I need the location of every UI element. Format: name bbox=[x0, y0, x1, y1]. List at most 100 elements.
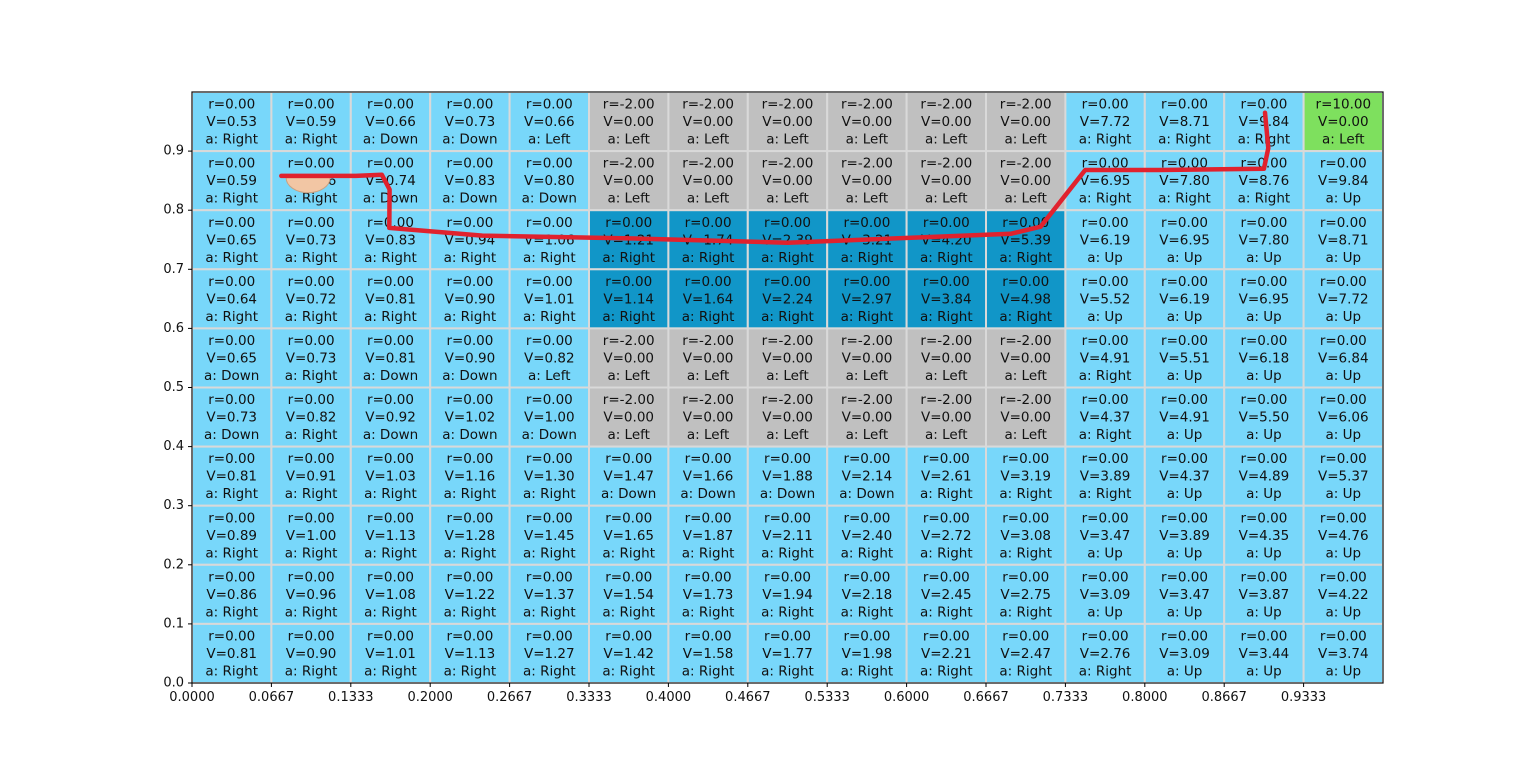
cell-reward-label: r=-2.00 bbox=[762, 392, 814, 408]
grid-cell: r=0.00V=7.80 a: Up bbox=[1223, 209, 1305, 271]
cell-action-label: a: Up bbox=[1326, 250, 1362, 266]
cell-reward-label: r=0.00 bbox=[367, 274, 414, 290]
grid-cell: r=0.00 V=3.44a: Up bbox=[1223, 622, 1305, 685]
grid-cell: r=0.00 V=1.42a: Right bbox=[588, 622, 670, 685]
grid-cell: r=-2.00V=0.00a: Left bbox=[985, 386, 1067, 448]
cell-value-label: V=1.27 bbox=[524, 646, 575, 662]
cell-value-label: V=0.82 bbox=[524, 350, 575, 366]
cell-background bbox=[1143, 622, 1226, 685]
grid-cell: r=0.00V=0.65 a: Right bbox=[191, 209, 273, 271]
agent-marker bbox=[285, 177, 331, 194]
cell-action-label: a: Right bbox=[285, 604, 338, 620]
cell-reward-label: r=0.00 bbox=[1320, 215, 1367, 231]
cell-value-label: V=1.94 bbox=[762, 587, 813, 603]
cell-reward-label: r=0.00 bbox=[923, 510, 970, 526]
cell-value-label: V=3.89 bbox=[1159, 528, 1210, 544]
cell-action-label: a: Right bbox=[761, 663, 814, 679]
trajectory-layer bbox=[279, 110, 1271, 245]
cell-value-label: V=0.91 bbox=[286, 469, 337, 485]
grid-cell: r=0.00 V=3.89a: Right bbox=[1064, 445, 1146, 507]
cell-reward-label: r=0.00 bbox=[1002, 628, 1049, 644]
cell-background bbox=[1143, 445, 1226, 507]
x-tick-label: 0.0667 bbox=[249, 690, 295, 705]
cell-action-label: a: Down bbox=[204, 368, 259, 384]
cell-action-label: a: Right bbox=[285, 368, 338, 384]
cell-reward-label: r=0.00 bbox=[923, 274, 970, 290]
cell-background bbox=[349, 563, 432, 625]
cell-action-label: a: Right bbox=[285, 132, 338, 148]
cell-reward-label: r=0.00 bbox=[367, 97, 414, 113]
cell-action-label: a: Right bbox=[1079, 486, 1132, 502]
cell-action-label: a: Left bbox=[766, 427, 809, 443]
cell-value-label: V=2.40 bbox=[842, 528, 893, 544]
cell-action-label: a: Left bbox=[528, 368, 571, 384]
cell-background bbox=[1223, 622, 1305, 685]
cell-reward-label: r=0.00 bbox=[685, 628, 732, 644]
cell-value-label: V=0.00 bbox=[762, 173, 813, 189]
cell-value-label: V=0.80 bbox=[524, 173, 575, 189]
cell-action-label: a: Right bbox=[205, 191, 258, 207]
cell-value-label: V=0.00 bbox=[683, 410, 734, 426]
grid-cell: r=0.00 V=4.89a: Up bbox=[1223, 445, 1305, 507]
cell-value-label: V=1.03 bbox=[365, 469, 416, 485]
cell-action-label: a: Right bbox=[285, 191, 338, 207]
cell-action-label: a: Down bbox=[680, 486, 735, 502]
cell-action-label: a: Up bbox=[1167, 545, 1203, 561]
cell-action-label: a: Up bbox=[1167, 368, 1203, 384]
grid-cell: r=0.00 V=1.47a: Down bbox=[588, 445, 670, 507]
cell-value-label: V=1.64 bbox=[683, 291, 734, 307]
cell-value-label: V=0.90 bbox=[445, 350, 496, 366]
cell-reward-label: r=-2.00 bbox=[603, 333, 655, 349]
cell-reward-label: r=0.00 bbox=[764, 215, 811, 231]
x-tick-label: 0.0000 bbox=[169, 690, 215, 705]
cell-value-label: V=0.66 bbox=[524, 114, 575, 130]
grid-cell: r=-2.00V=0.00a: Left bbox=[826, 327, 908, 389]
cell-reward-label: r=0.00 bbox=[526, 451, 573, 467]
cell-reward-label: r=-2.00 bbox=[920, 392, 972, 408]
grid-cell: r=0.00V=1.14 a: Right bbox=[588, 268, 670, 330]
grid-cell: r=0.00 V=2.72a: Right bbox=[905, 504, 987, 566]
cell-value-label: V=0.73 bbox=[445, 114, 496, 130]
cell-value-label: V=0.00 bbox=[1318, 114, 1369, 130]
cell-reward-label: r=0.00 bbox=[288, 510, 335, 526]
cell-reward-label: r=-2.00 bbox=[1000, 333, 1052, 349]
grid-cell: r=0.00V=9.84 a: Up bbox=[1302, 150, 1384, 212]
cell-action-label: a: Right bbox=[999, 250, 1052, 266]
cell-value-label: V=1.13 bbox=[445, 646, 496, 662]
cell-reward-label: r=0.00 bbox=[446, 392, 493, 408]
cell-background bbox=[191, 268, 273, 330]
cell-action-label: a: Right bbox=[1079, 132, 1132, 148]
cell-reward-label: r=0.00 bbox=[1161, 628, 1208, 644]
cell-reward-label: r=0.00 bbox=[288, 333, 335, 349]
cell-reward-label: r=0.00 bbox=[1240, 392, 1287, 408]
grid-cell: r=0.00 V=6.06a: Up bbox=[1302, 386, 1384, 448]
grid-cell: r=0.00 V=1.22a: Right bbox=[429, 563, 511, 625]
cell-action-label: a: Right bbox=[682, 663, 735, 679]
cell-reward-label: r=0.00 bbox=[1320, 392, 1367, 408]
cell-action-label: a: Down bbox=[522, 191, 577, 207]
cell-value-label: V=0.00 bbox=[683, 114, 734, 130]
cell-action-label: a: Down bbox=[442, 368, 497, 384]
grid-cell: r=0.00V=0.90 a: Right bbox=[429, 268, 511, 330]
cell-value-label: V=6.95 bbox=[1239, 291, 1290, 307]
grid-cell: r=0.00 V=2.21a: Right bbox=[905, 622, 987, 685]
cell-background bbox=[588, 327, 670, 389]
cell-background bbox=[905, 504, 987, 566]
cell-action-label: a: Right bbox=[285, 663, 338, 679]
cell-reward-label: r=0.00 bbox=[1320, 274, 1367, 290]
grid-cell: r=0.00V=0.53 a: Right bbox=[191, 91, 273, 153]
grid-cell: r=0.00V=5.51 a: Up bbox=[1143, 327, 1226, 389]
grid-cell: r=-2.00V=0.00a: Left bbox=[826, 150, 908, 212]
cell-action-label: a: Up bbox=[1167, 309, 1203, 325]
cell-action-label: a: Right bbox=[444, 309, 497, 325]
cell-reward-label: r=0.00 bbox=[446, 156, 493, 172]
cell-action-label: a: Down bbox=[363, 427, 418, 443]
cell-value-label: V=0.00 bbox=[842, 350, 893, 366]
cell-background bbox=[1143, 386, 1226, 448]
cell-reward-label: r=0.00 bbox=[685, 215, 732, 231]
cell-reward-label: r=0.00 bbox=[1240, 510, 1287, 526]
cell-action-label: a: Right bbox=[523, 250, 576, 266]
cell-reward-label: r=0.00 bbox=[1320, 156, 1367, 172]
cell-value-label: V=2.14 bbox=[842, 469, 893, 485]
cell-value-label: V=2.45 bbox=[921, 587, 972, 603]
